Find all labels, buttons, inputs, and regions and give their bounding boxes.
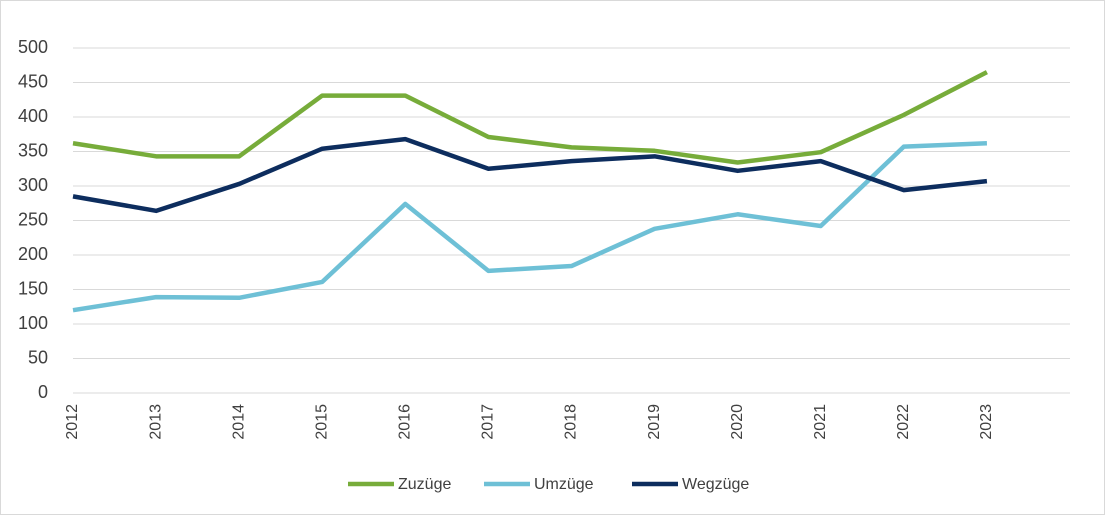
legend-label: Zuzüge <box>398 476 451 493</box>
x-tick-label: 2019 <box>646 404 663 440</box>
x-tick-label: 2023 <box>978 404 995 440</box>
legend-label: Wegzüge <box>682 476 749 493</box>
y-tick-label: 150 <box>18 278 48 298</box>
y-tick-label: 450 <box>18 71 48 91</box>
x-tick-label: 2020 <box>729 404 746 440</box>
x-tick-label: 2015 <box>313 404 330 440</box>
x-tick-label: 2017 <box>480 404 497 440</box>
x-tick-label: 2012 <box>64 404 81 440</box>
x-tick-label: 2018 <box>563 404 580 440</box>
x-tick-label: 2014 <box>230 404 247 440</box>
x-tick-label: 2021 <box>812 404 829 440</box>
x-tick-label: 2016 <box>397 404 414 440</box>
y-tick-label: 200 <box>18 244 48 264</box>
x-tick-label: 2013 <box>147 404 164 440</box>
line-series <box>72 140 988 313</box>
line-series <box>72 136 988 214</box>
y-tick-label: 350 <box>18 140 48 160</box>
y-tick-label: 0 <box>38 382 48 402</box>
legend-label: Umzüge <box>534 476 594 493</box>
y-tick-label: 50 <box>28 347 48 367</box>
x-tick-label: 2022 <box>895 404 912 440</box>
line-series <box>72 70 988 165</box>
y-tick-label: 400 <box>18 106 48 126</box>
y-tick-label: 500 <box>18 37 48 57</box>
y-tick-label: 250 <box>18 209 48 229</box>
y-tick-label: 300 <box>18 175 48 195</box>
y-tick-label: 100 <box>18 313 48 333</box>
